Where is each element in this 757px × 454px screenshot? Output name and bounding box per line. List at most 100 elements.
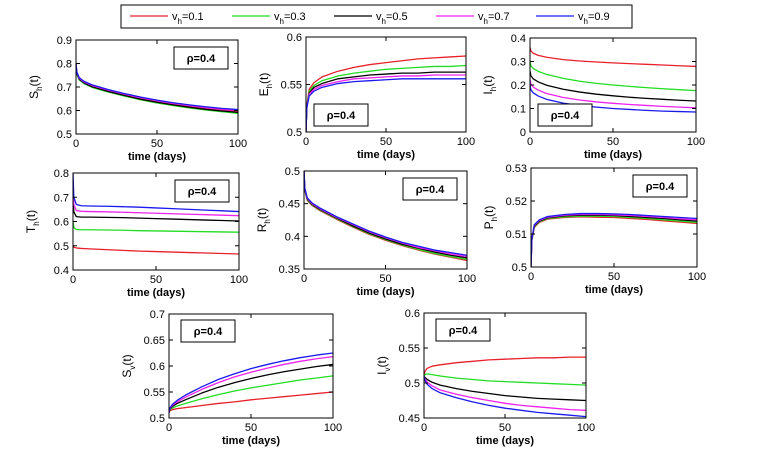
y-tick-label: 0.8: [54, 168, 69, 180]
series-line: [73, 197, 239, 222]
series-line: [306, 74, 466, 132]
y-tick-label: 0.35: [279, 264, 300, 276]
x-tick-label: 0: [528, 271, 534, 283]
legend-entry: vh=0.7: [436, 11, 510, 26]
x-tick-label: 50: [499, 422, 511, 434]
y-axis-label-main: P: [482, 221, 496, 229]
plot-area: [76, 63, 238, 114]
panel-iv: 0 50 100 0.45 0.5 0.55 0.6 time (days) Iv(t) ρ=0.…: [375, 308, 595, 447]
y-tick-label: 0.2: [511, 80, 526, 92]
series-line: [531, 215, 697, 267]
plot-area: [531, 212, 697, 267]
y-axis-label-rest: (t): [375, 356, 389, 367]
series-line: [306, 78, 466, 132]
y-tick-label: 0.5: [512, 262, 527, 274]
y-tick-label: 0.45: [279, 199, 300, 211]
series-line: [76, 63, 238, 114]
y-tick-label: 0.6: [405, 308, 420, 320]
legend-label: vh=0.1: [172, 11, 204, 26]
y-axis-label-main: E: [257, 88, 271, 96]
y-tick-label: 0.4: [511, 33, 526, 45]
x-tick-label: 0: [301, 273, 307, 285]
y-tick-label: 0.45: [399, 413, 420, 425]
legend-label-symbol: v: [172, 11, 178, 23]
x-tick-label: 100: [458, 273, 476, 285]
y-axis-label-rest: (t): [27, 75, 41, 86]
legend-label-value: =0.5: [386, 11, 408, 23]
series-line: [306, 55, 466, 132]
x-tick-label: 50: [245, 422, 257, 434]
annotation-box: [537, 103, 593, 127]
x-tick-label: 0: [421, 422, 427, 434]
x-axis-label: time (days): [127, 287, 185, 299]
panel-ph: 0 50 100 0.5 0.51 0.52 0.53 time (days) Ph(t) ρ=0…: [482, 163, 706, 296]
y-axis-label: Sh(t): [27, 75, 44, 99]
y-tick-label: 0.7: [54, 192, 69, 204]
legend-label-symbol: v: [376, 11, 382, 23]
y-tick-label: 0.5: [287, 127, 302, 139]
x-axis-label: time (days): [584, 149, 642, 161]
series-line: [530, 79, 696, 109]
annotation-box: [180, 319, 236, 343]
y-axis-label-main: T: [24, 225, 38, 233]
x-tick-label: 0: [166, 422, 172, 434]
y-axis-label-rest: (t): [255, 208, 269, 219]
plot-area: [169, 352, 333, 414]
y-axis-label-subscript: v: [128, 366, 137, 370]
y-axis-label-subscript: h: [263, 219, 272, 223]
y-axis-label-subscript: h: [490, 217, 499, 221]
legend-label-symbol: v: [274, 11, 280, 23]
y-axis-label-subscript: h: [32, 221, 41, 225]
annotation-label: ρ=0.4: [327, 110, 356, 122]
annotation-box: [174, 179, 230, 203]
legend-label-subscript: h: [280, 17, 284, 26]
y-tick-label: 0.7: [57, 82, 72, 94]
series-line: [530, 61, 696, 92]
y-tick-label: 0.55: [144, 387, 165, 399]
x-tick-label: 100: [457, 136, 475, 148]
annotation-label: ρ=0.4: [416, 184, 445, 196]
y-tick-label: 0.5: [405, 378, 420, 390]
series-line: [424, 375, 586, 402]
panel-eh: 0 50 100 0.5 0.55 0.6 time (days) Eh(t) ρ=0.4: [257, 32, 475, 161]
y-tick-label: 0.65: [144, 335, 165, 347]
legend-label-symbol: v: [478, 11, 484, 23]
annotation-label: ρ=0.4: [188, 186, 217, 198]
series-line: [73, 173, 239, 213]
legend-entry: vh=0.3: [232, 11, 306, 26]
series-line: [73, 185, 239, 217]
legend-box: [120, 4, 633, 29]
y-axis-label-subscript: h: [489, 87, 498, 91]
series-line: [531, 214, 697, 267]
plot-area: [424, 356, 586, 418]
legend-entry: vh=0.9: [536, 11, 610, 26]
y-tick-label: 0.6: [54, 217, 69, 229]
y-axis-label-rest: (t): [482, 206, 496, 217]
series-line: [169, 352, 333, 413]
annotation-box: [173, 46, 229, 70]
y-axis-label: Th(t): [24, 210, 41, 233]
y-tick-label: 0.55: [399, 343, 420, 355]
y-tick-label: 0: [520, 127, 526, 139]
series-line: [306, 64, 466, 132]
series-line: [424, 375, 586, 411]
y-axis-label-main: R: [255, 223, 269, 232]
series-line: [530, 47, 696, 68]
x-tick-label: 50: [607, 136, 619, 148]
annotation-label: ρ=0.4: [646, 181, 675, 193]
y-axis-label-rest: (t): [120, 354, 134, 365]
y-tick-label: 0.6: [57, 106, 72, 118]
y-tick-label: 0.4: [285, 231, 300, 243]
x-tick-label: 100: [577, 422, 595, 434]
y-tick-label: 0.9: [57, 35, 72, 47]
annotation-box: [313, 103, 369, 127]
y-tick-label: 0.5: [150, 413, 165, 425]
panel-sh: 0 50 100 0.5 0.6 0.7 0.8 0.9 time (days) Sh(t) ρ=0…: [27, 35, 247, 163]
y-tick-label: 0.53: [506, 163, 527, 175]
y-tick-label: 0.52: [506, 196, 527, 208]
y-axis-label: Ih(t): [481, 75, 498, 94]
y-tick-label: 0.55: [281, 80, 302, 92]
x-tick-label: 100: [230, 274, 248, 286]
y-axis-label: Iv(t): [375, 356, 392, 375]
